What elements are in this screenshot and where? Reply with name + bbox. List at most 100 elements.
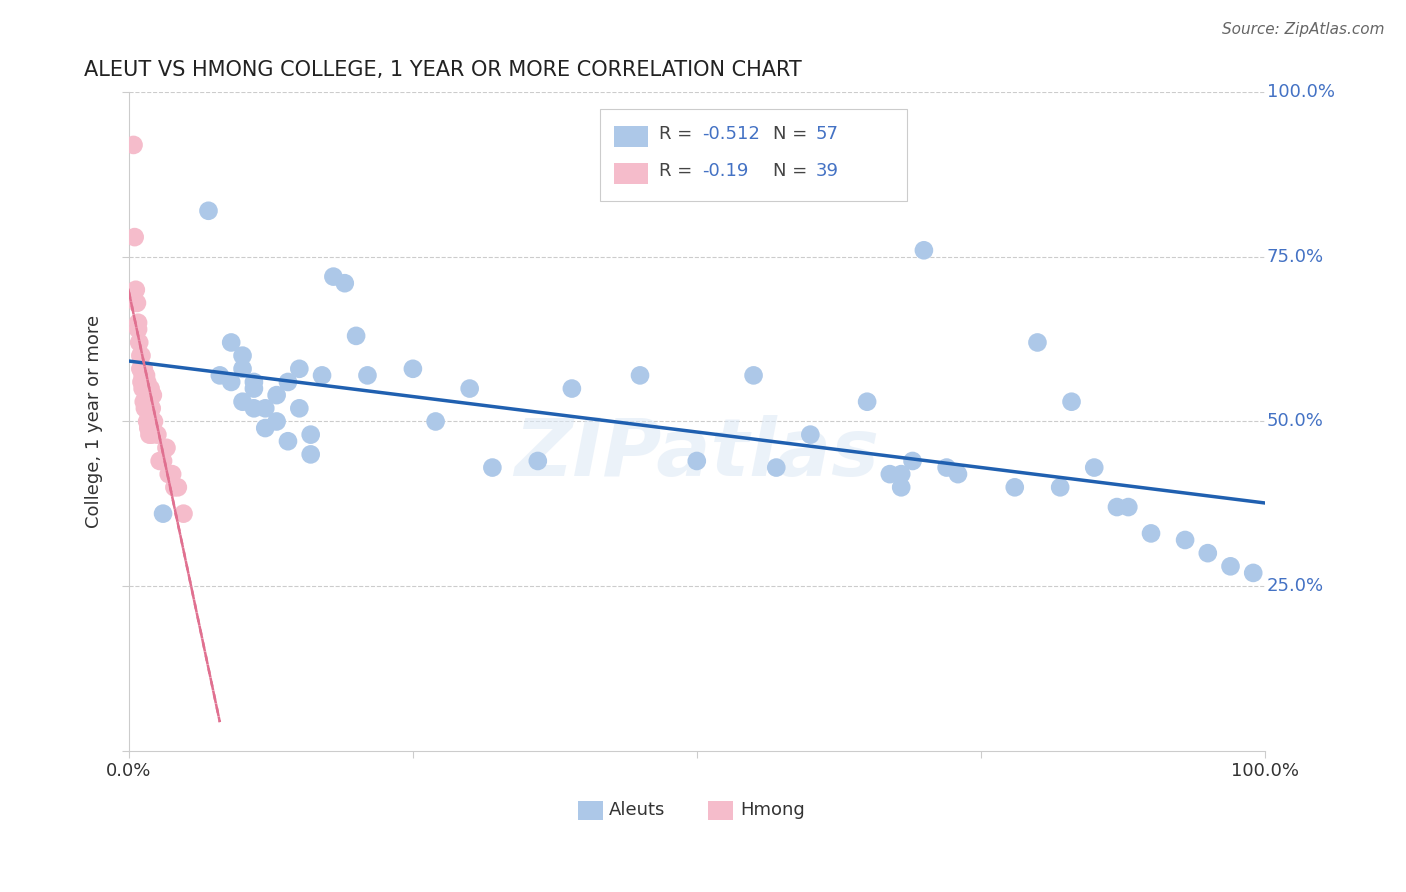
Point	[125, 283, 148, 297]
Point	[138, 427, 160, 442]
Point	[155, 441, 177, 455]
Point	[912, 244, 935, 258]
Point	[243, 401, 266, 416]
Point	[142, 388, 165, 402]
Point	[1083, 460, 1105, 475]
Point	[197, 203, 219, 218]
Point	[134, 401, 156, 416]
Point	[333, 276, 356, 290]
Point	[890, 467, 912, 482]
Point	[125, 296, 148, 310]
Point	[131, 375, 153, 389]
Text: Hmong: Hmong	[740, 801, 804, 819]
Point	[1241, 566, 1264, 580]
Point	[163, 480, 186, 494]
FancyBboxPatch shape	[614, 163, 648, 185]
Point	[173, 507, 195, 521]
Point	[132, 394, 155, 409]
Text: Aleuts: Aleuts	[609, 801, 665, 819]
Point	[344, 329, 367, 343]
Point	[254, 401, 277, 416]
Point	[135, 382, 157, 396]
Point	[879, 467, 901, 482]
Point	[129, 349, 152, 363]
Point	[208, 368, 231, 383]
Text: 57: 57	[815, 125, 839, 143]
Point	[277, 434, 299, 449]
Point	[1174, 533, 1197, 547]
Text: ALEUT VS HMONG COLLEGE, 1 YEAR OR MORE CORRELATION CHART: ALEUT VS HMONG COLLEGE, 1 YEAR OR MORE C…	[83, 60, 801, 79]
Point	[139, 382, 162, 396]
Point	[146, 427, 169, 442]
Point	[1004, 480, 1026, 494]
Point	[288, 361, 311, 376]
Point	[141, 427, 163, 442]
Point	[122, 137, 145, 152]
Text: R =: R =	[659, 125, 699, 143]
Text: -0.19: -0.19	[703, 162, 749, 180]
Point	[425, 415, 447, 429]
Point	[266, 388, 288, 402]
Point	[127, 316, 149, 330]
FancyBboxPatch shape	[578, 801, 603, 821]
Point	[166, 480, 188, 494]
Point	[135, 368, 157, 383]
Point	[124, 230, 146, 244]
Point	[299, 447, 322, 461]
Text: 75.0%: 75.0%	[1267, 248, 1324, 266]
Point	[134, 375, 156, 389]
Point	[1026, 335, 1049, 350]
FancyBboxPatch shape	[614, 126, 648, 147]
Point	[243, 375, 266, 389]
Point	[1060, 394, 1083, 409]
Point	[481, 460, 503, 475]
Point	[141, 401, 163, 416]
Point	[1219, 559, 1241, 574]
Point	[136, 388, 159, 402]
Point	[232, 349, 254, 363]
Point	[160, 467, 183, 482]
Point	[935, 460, 957, 475]
Point	[132, 361, 155, 376]
Point	[856, 394, 879, 409]
Point	[277, 375, 299, 389]
Point	[129, 361, 152, 376]
FancyBboxPatch shape	[709, 801, 733, 821]
Text: 50.0%: 50.0%	[1267, 412, 1323, 431]
Point	[152, 454, 174, 468]
Text: N =: N =	[773, 125, 813, 143]
Point	[131, 349, 153, 363]
Point	[149, 454, 172, 468]
Point	[131, 368, 153, 383]
Y-axis label: College, 1 year or more: College, 1 year or more	[86, 315, 103, 528]
Point	[561, 382, 583, 396]
Text: 39: 39	[815, 162, 839, 180]
Text: 25.0%: 25.0%	[1267, 577, 1324, 595]
Point	[232, 394, 254, 409]
Point	[157, 467, 180, 482]
Text: Source: ZipAtlas.com: Source: ZipAtlas.com	[1222, 22, 1385, 37]
Point	[322, 269, 344, 284]
Point	[527, 454, 550, 468]
Point	[128, 335, 150, 350]
Point	[686, 454, 709, 468]
Point	[299, 427, 322, 442]
Text: R =: R =	[659, 162, 699, 180]
Point	[288, 401, 311, 416]
Text: -0.512: -0.512	[703, 125, 761, 143]
Point	[143, 415, 166, 429]
Point	[901, 454, 924, 468]
Point	[131, 382, 153, 396]
Point	[765, 460, 787, 475]
Point	[799, 427, 821, 442]
Point	[311, 368, 333, 383]
Point	[402, 361, 425, 376]
Point	[1116, 500, 1139, 514]
Point	[254, 421, 277, 435]
Point	[138, 394, 160, 409]
Point	[136, 415, 159, 429]
Point	[136, 421, 159, 435]
Point	[1140, 526, 1163, 541]
Text: N =: N =	[773, 162, 813, 180]
Text: 100.0%: 100.0%	[1267, 83, 1334, 102]
